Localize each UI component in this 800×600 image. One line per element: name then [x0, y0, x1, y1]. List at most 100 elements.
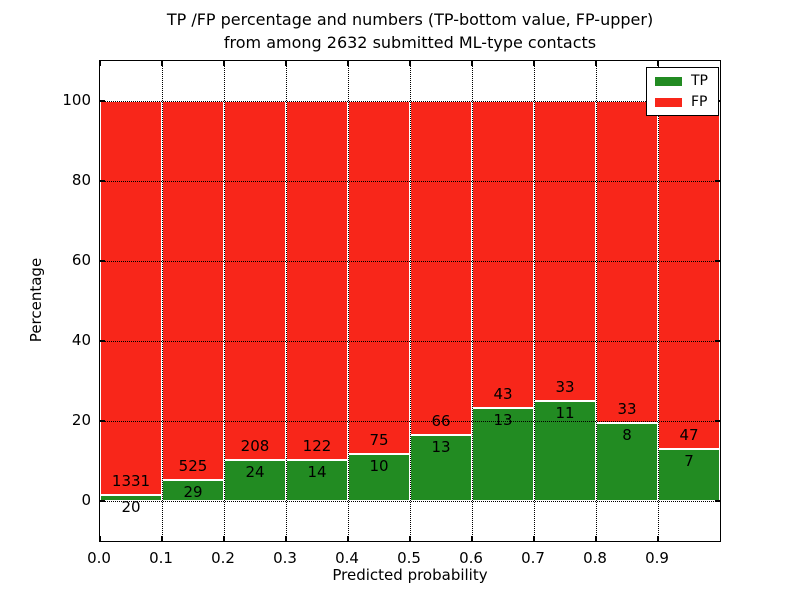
- fp-count-label: 43: [493, 385, 513, 404]
- x-tick-mark: [161, 61, 163, 66]
- x-tick-mark: [99, 61, 101, 66]
- fp-count-label: 33: [617, 399, 637, 418]
- legend-item-fp: FP: [655, 95, 708, 109]
- fp-count-label: 33: [555, 378, 575, 396]
- tp-bar-segment: [286, 459, 348, 501]
- x-tick-label: 0.0: [87, 549, 111, 567]
- tp-count-label: 24: [245, 462, 265, 481]
- x-tick-label: 0.8: [583, 549, 607, 567]
- x-tick-mark: [471, 61, 473, 66]
- y-tick-mark: [715, 420, 720, 422]
- x-tick-mark: [285, 536, 287, 541]
- legend-item-tp: TP: [655, 74, 708, 88]
- tp-count-label: 13: [431, 438, 451, 457]
- vertical-gridline: [472, 61, 473, 541]
- tp-count-label: 14: [307, 462, 327, 481]
- x-tick-mark: [223, 536, 225, 541]
- legend-swatch-fp-icon: [655, 97, 682, 107]
- tp-count-label: 29: [183, 483, 203, 502]
- x-tick-label: 0.3: [273, 549, 297, 567]
- fp-bar-segment: [658, 101, 720, 450]
- x-tick-mark: [285, 61, 287, 66]
- y-tick-mark: [100, 340, 105, 342]
- fp-count-label: 122: [302, 436, 332, 455]
- y-tick-mark: [100, 500, 105, 502]
- x-tick-label: 0.1: [149, 549, 173, 567]
- tp-bar-segment: [100, 495, 162, 501]
- vertical-gridline: [534, 61, 535, 541]
- tp-count-label: 8: [622, 425, 632, 444]
- x-tick-mark: [99, 536, 101, 541]
- vertical-gridline: [658, 61, 659, 541]
- tp-count-label: 20: [121, 498, 141, 517]
- fp-count-label: 75: [369, 430, 389, 449]
- fp-count-label: 66: [431, 412, 451, 431]
- x-tick-label: 0.6: [459, 549, 483, 567]
- x-axis-label: Predicted probability: [332, 566, 488, 584]
- x-tick-label: 0.7: [521, 549, 545, 567]
- y-tick-mark: [715, 340, 720, 342]
- chart-title: TP /FP percentage and numbers (TP-bottom…: [99, 8, 721, 54]
- fp-bar-segment: [472, 101, 534, 409]
- y-tick-mark: [715, 180, 720, 182]
- x-tick-mark: [409, 536, 411, 541]
- fp-bar-segment: [162, 101, 224, 481]
- vertical-gridline: [410, 61, 411, 541]
- tp-bar-segment: [658, 449, 720, 501]
- x-tick-mark: [347, 536, 349, 541]
- x-tick-label: 0.2: [211, 549, 235, 567]
- legend-label-tp: TP: [691, 73, 708, 89]
- vertical-gridline: [348, 61, 349, 541]
- y-tick-label: 100: [62, 91, 91, 109]
- chart-title-line2: from among 2632 submitted ML-type contac…: [223, 33, 597, 52]
- x-tick-mark: [595, 61, 597, 66]
- x-tick-mark: [533, 61, 535, 66]
- vertical-gridline: [596, 61, 597, 541]
- x-tick-label: 0.4: [335, 549, 359, 567]
- x-tick-mark: [533, 536, 535, 541]
- x-tick-mark: [347, 61, 349, 66]
- tp-count-label: 13: [493, 411, 513, 430]
- legend: TP FP: [646, 67, 719, 116]
- vertical-gridline: [162, 61, 163, 541]
- y-tick-mark: [100, 420, 105, 422]
- x-tick-mark: [471, 536, 473, 541]
- fp-bar-segment: [224, 101, 286, 460]
- fp-bar-segment: [348, 101, 410, 454]
- x-tick-mark: [409, 61, 411, 66]
- y-tick-mark: [715, 260, 720, 262]
- y-tick-label: 80: [71, 171, 91, 189]
- y-tick-label: 0: [81, 491, 91, 509]
- x-tick-mark: [595, 536, 597, 541]
- x-tick-label: 0.5: [397, 549, 421, 567]
- y-tick-mark: [100, 100, 105, 102]
- y-tick-mark: [100, 260, 105, 262]
- plot-area: TP FP 1331 20 525 29 208 24 122 14 75 10 66 13 43 13 33…: [99, 60, 721, 542]
- x-tick-label: 0.9: [645, 549, 669, 567]
- chart-title-line1: TP /FP percentage and numbers (TP-bottom…: [166, 10, 654, 29]
- x-tick-mark: [657, 536, 659, 541]
- tp-count-label: 10: [369, 456, 389, 475]
- y-tick-label: 40: [71, 331, 91, 349]
- x-tick-mark: [223, 61, 225, 66]
- y-tick-label: 20: [71, 411, 91, 429]
- x-tick-mark: [161, 536, 163, 541]
- vertical-gridline: [286, 61, 287, 541]
- y-tick-label: 60: [71, 251, 91, 269]
- y-tick-mark: [100, 180, 105, 182]
- y-axis-label: Percentage: [27, 257, 45, 343]
- legend-swatch-tp-icon: [655, 76, 682, 86]
- fp-bar-segment: [410, 101, 472, 436]
- x-tick-mark: [657, 61, 659, 66]
- fp-bar-segment: [100, 101, 162, 496]
- fp-bar-segment: [286, 101, 348, 460]
- tp-bar-segment: [224, 459, 286, 501]
- tp-count-label: 7: [684, 452, 694, 471]
- vertical-gridline: [224, 61, 225, 541]
- legend-label-fp: FP: [691, 94, 708, 110]
- fp-count-label: 208: [240, 436, 270, 455]
- tp-count-label: 11: [555, 404, 575, 422]
- y-tick-mark: [715, 500, 720, 502]
- fp-count-label: 1331: [111, 472, 151, 491]
